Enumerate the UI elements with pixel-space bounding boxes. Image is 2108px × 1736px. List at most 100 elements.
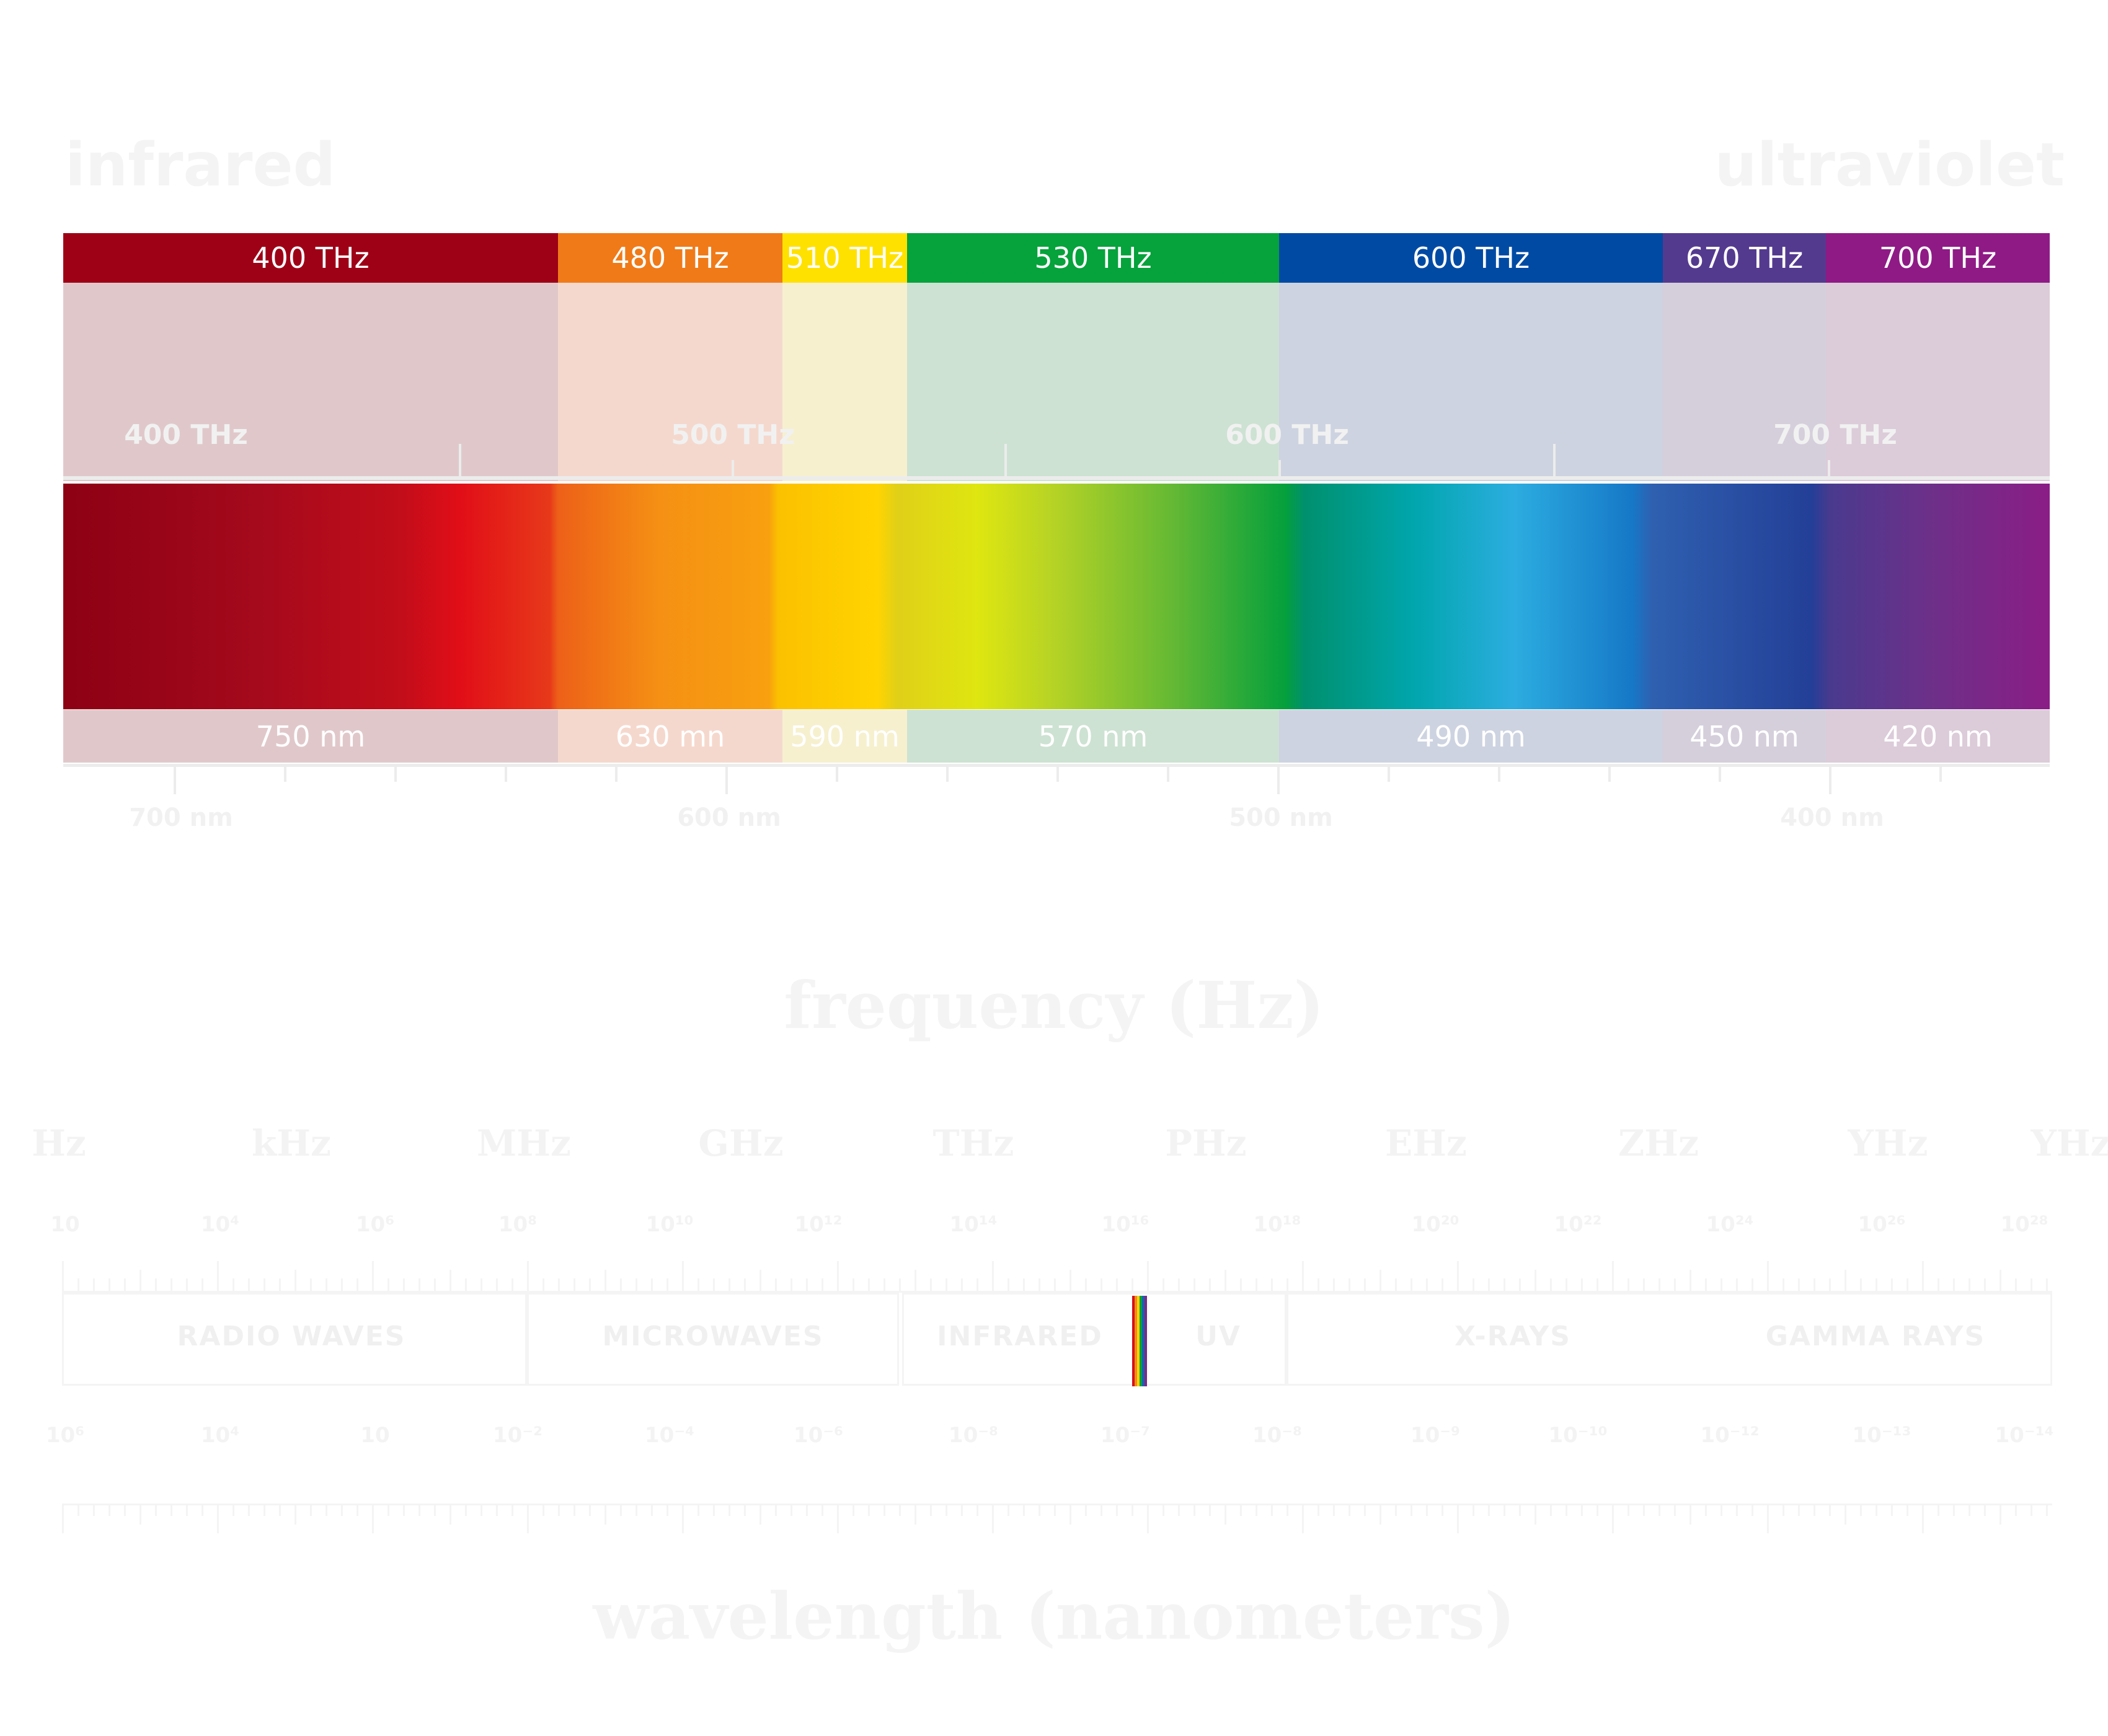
ruler-tick (341, 1278, 343, 1291)
ruler-tick (1953, 1278, 1955, 1291)
frequency-band-label: 700 THz (1826, 233, 2050, 283)
wavelength-exponent-label: 10 (360, 1423, 390, 1448)
ruler-tick (480, 1504, 482, 1516)
ruler-tick (620, 1278, 622, 1291)
frequency-unit-label: kHz (252, 1122, 331, 1164)
ruler-tick (1643, 1278, 1645, 1291)
ruler-tick (1054, 1278, 1056, 1291)
visible-strip-segment (1140, 1296, 1142, 1386)
ruler-tick (1380, 1270, 1381, 1291)
ruler-tick (1395, 1278, 1397, 1291)
wavelength-scale-tick (1388, 767, 1390, 782)
ruler-tick (992, 1504, 994, 1533)
ruler-tick (403, 1278, 405, 1291)
ruler-tick (914, 1270, 916, 1291)
ruler-tick (232, 1278, 234, 1291)
ruler-tick (1550, 1504, 1552, 1516)
ruler-tick (434, 1504, 436, 1516)
ruler-tick (1100, 1278, 1102, 1291)
ruler-tick (186, 1504, 188, 1516)
ruler-tick (279, 1278, 281, 1291)
wavelength-band-label: 750 nm (63, 710, 558, 763)
ruler-tick (790, 1504, 792, 1516)
ruler-tick (1348, 1278, 1350, 1291)
ruler-tick (1147, 1504, 1149, 1533)
ruler-tick (93, 1278, 95, 1291)
frequency-exponent-label: 10¹⁰ (645, 1212, 694, 1237)
ruler-tick (62, 1504, 64, 1533)
ruler-tick (1860, 1504, 1862, 1516)
frequency-exponent-label: 10⁶ (355, 1212, 395, 1237)
ruler-tick (388, 1278, 389, 1291)
ruler-tick (2015, 1278, 2017, 1291)
ruler-tick (1628, 1504, 1629, 1516)
ruler-tick (1085, 1278, 1087, 1291)
em-band-label: X-RAYS (1455, 1321, 1571, 1352)
band-tint (907, 283, 1279, 481)
ruler-tick (341, 1504, 343, 1516)
ruler-tick (1566, 1504, 1567, 1516)
ruler-tick (1318, 1278, 1319, 1291)
ruler-tick (186, 1278, 188, 1291)
ruler-tick (852, 1504, 854, 1516)
ruler-tick (1224, 1504, 1226, 1525)
ruler-tick (2030, 1278, 2032, 1291)
ruler-tick (310, 1504, 312, 1516)
ruler-tick (1442, 1278, 1443, 1291)
ruler-tick (1876, 1278, 1877, 1291)
em-band-label: UV (1195, 1321, 1241, 1352)
ruler-tick (1054, 1504, 1056, 1516)
ruler-tick (1116, 1278, 1118, 1291)
ruler-tick (604, 1504, 606, 1525)
ruler-tick (899, 1278, 901, 1291)
wavelength-scale-label: 700 nm (129, 804, 233, 832)
ruler-tick (1752, 1504, 1753, 1516)
ruler-tick (790, 1278, 792, 1291)
ruler-tick (450, 1504, 451, 1525)
ruler-tick (496, 1278, 498, 1291)
ruler-tick (465, 1504, 467, 1516)
wavelength-exponent-label: 10⁻¹³ (1852, 1423, 1911, 1448)
ruler-tick (1844, 1504, 1846, 1525)
ruler-tick (1968, 1504, 1970, 1516)
ruler-tick (264, 1278, 265, 1291)
ruler-tick (1070, 1504, 1071, 1525)
frequency-band-label: 400 THz (63, 233, 558, 283)
ruler-tick (775, 1504, 777, 1516)
ruler-tick (976, 1504, 978, 1516)
ruler-tick (698, 1504, 699, 1516)
ruler-tick (372, 1504, 374, 1533)
ruler-tick (1023, 1278, 1025, 1291)
ruler-tick (248, 1504, 250, 1516)
wavelength-scale-label: 600 nm (677, 804, 781, 832)
ruler-tick (976, 1278, 978, 1291)
frequency-exponent-label: 10¹⁴ (949, 1212, 998, 1237)
ruler-tick (542, 1504, 544, 1516)
ruler-tick (744, 1504, 746, 1516)
ruler-tick (1752, 1278, 1753, 1291)
wavelength-exponent-label: 10⁻² (492, 1423, 543, 1448)
wavelength-scale-tick (1056, 767, 1059, 782)
ruler-tick (1472, 1278, 1474, 1291)
wavelength-scale-tick (1829, 767, 1831, 794)
ruler-tick (574, 1278, 575, 1291)
ruler-tick (946, 1278, 947, 1291)
wavelength-scale-tick (946, 767, 949, 782)
ruler-tick (542, 1278, 544, 1291)
ruler-tick (620, 1504, 622, 1516)
ruler-tick (589, 1504, 591, 1516)
ruler-tick (1256, 1504, 1257, 1516)
wavelength-scale-tick (1498, 767, 1500, 782)
ruler-tick (1132, 1278, 1133, 1291)
wavelength-exponent-label: 10⁻⁸ (1252, 1423, 1303, 1448)
ruler-tick (202, 1278, 203, 1291)
ruler-tick (356, 1278, 358, 1291)
ruler-tick (1410, 1504, 1412, 1516)
wavelength-band-label: 450 nm (1663, 710, 1826, 763)
frequency-band-label: 480 THz (558, 233, 782, 283)
ruler-tick (604, 1270, 606, 1291)
ruler-tick (1550, 1278, 1552, 1291)
wavelength-scale-tick (1167, 767, 1169, 782)
ruler-tick (1720, 1278, 1722, 1291)
frequency-band-label: 670 THz (1663, 233, 1826, 283)
